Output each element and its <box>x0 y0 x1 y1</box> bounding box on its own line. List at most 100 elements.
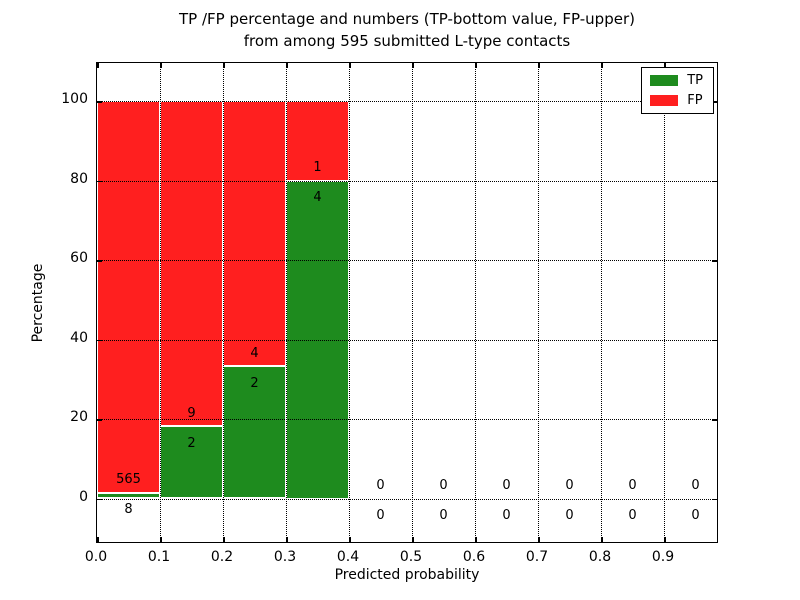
gridline-vertical <box>475 63 476 542</box>
gridline-horizontal <box>97 498 717 500</box>
tick-mark <box>712 498 717 500</box>
fp-count-label: 9 <box>187 405 196 421</box>
fp-count-label: 4 <box>250 345 259 361</box>
tick-mark <box>97 537 99 542</box>
tick-mark <box>664 63 666 68</box>
bar-fp-segment <box>160 101 223 427</box>
gridline-vertical <box>664 63 665 542</box>
tick-mark <box>97 419 102 421</box>
tick-mark <box>286 537 288 542</box>
tick-mark <box>97 63 99 68</box>
x-tick-label: 0.3 <box>273 549 297 565</box>
chart-title-line2: from among 595 submitted L-type contacts <box>243 32 571 50</box>
y-tick-label: 40 <box>70 329 88 346</box>
tick-mark <box>538 63 540 68</box>
bar-fp-segment <box>97 101 160 493</box>
legend-item-fp: FP <box>650 94 703 107</box>
tick-mark <box>349 537 351 542</box>
fp-count-label: 0 <box>691 478 700 493</box>
tick-mark <box>712 339 717 341</box>
gridline-horizontal <box>97 180 717 182</box>
tick-mark <box>712 101 717 103</box>
tick-mark <box>160 537 162 542</box>
x-tick-label: 0.9 <box>651 549 675 565</box>
tick-mark <box>664 537 666 542</box>
plot-area: 565 8 9 2 4 2 1 4 0 0 0 0 0 0 0 0 0 0 0 0 TP FP <box>96 62 718 543</box>
tick-mark <box>475 537 477 542</box>
gridline-horizontal <box>97 260 717 261</box>
tick-mark <box>712 180 717 182</box>
fp-count-label: 0 <box>628 478 637 493</box>
gridline-vertical <box>223 63 224 542</box>
gridline-vertical <box>160 63 161 542</box>
tick-mark <box>97 498 102 500</box>
tp-count-label: 2 <box>250 375 259 391</box>
tp-count-label: 0 <box>691 508 700 523</box>
y-tick-label: 20 <box>70 409 88 425</box>
x-tick-label: 0.2 <box>210 549 234 565</box>
y-tick-label: 80 <box>70 170 88 187</box>
y-tick-label: 0 <box>79 488 88 505</box>
legend-item-tp: TP <box>650 74 703 87</box>
bar-fp-segment <box>286 101 349 181</box>
gridline-vertical <box>538 63 539 542</box>
chart-title-line1: TP /FP percentage and numbers (TP-bottom… <box>179 10 635 28</box>
x-tick-label: 0.6 <box>462 549 486 565</box>
gridline-vertical <box>412 63 413 542</box>
tp-count-label: 0 <box>376 508 385 523</box>
tp-count-label: 2 <box>187 435 196 451</box>
tp-count-label: 0 <box>628 508 637 523</box>
tick-mark <box>412 63 414 68</box>
tick-mark <box>538 537 540 542</box>
gridline-horizontal <box>97 419 717 420</box>
fp-count-label: 1 <box>313 160 322 175</box>
tick-mark <box>412 537 414 542</box>
x-tick-label: 0.1 <box>147 549 171 565</box>
tick-mark <box>475 63 477 68</box>
gridline-vertical <box>601 63 602 542</box>
bar-fp-segment <box>223 101 286 367</box>
x-axis-label: Predicted probability <box>334 567 480 583</box>
tick-mark <box>349 63 351 68</box>
gridline-horizontal <box>97 339 717 341</box>
bar-tp-segment <box>223 366 286 499</box>
x-tick-label: 0.4 <box>336 549 360 565</box>
fp-count-label: 0 <box>439 478 448 493</box>
legend-label-fp: FP <box>687 93 703 108</box>
x-tick-label: 0.8 <box>588 549 612 565</box>
x-tick-label: 0.7 <box>525 549 549 565</box>
tp-count-label: 0 <box>439 508 448 523</box>
legend-label-tp: TP <box>687 73 703 88</box>
fp-count-label: 0 <box>502 478 511 493</box>
tp-count-label: 8 <box>124 502 133 518</box>
x-tick-label: 0.5 <box>399 549 423 565</box>
tick-mark <box>97 260 102 262</box>
fp-color-swatch <box>650 95 679 106</box>
tick-mark <box>97 180 102 182</box>
tp-color-swatch <box>650 75 679 86</box>
gridline-horizontal <box>97 101 717 102</box>
fp-count-label: 0 <box>376 478 385 493</box>
tp-count-label: 4 <box>313 190 322 205</box>
tick-mark <box>601 537 603 542</box>
y-tick-label: 60 <box>70 250 88 266</box>
bar-tp-segment <box>97 492 160 499</box>
tick-mark <box>601 63 603 68</box>
tick-mark <box>223 63 225 68</box>
tick-mark <box>223 537 225 542</box>
tick-mark <box>712 419 717 421</box>
tick-mark <box>97 101 102 103</box>
tick-mark <box>97 339 102 341</box>
tick-mark <box>286 63 288 68</box>
gridline-vertical <box>349 63 350 542</box>
tp-count-label: 0 <box>502 508 511 523</box>
tick-mark <box>160 63 162 68</box>
tick-mark <box>712 260 717 262</box>
gridline-vertical <box>286 63 287 542</box>
fp-count-label: 0 <box>565 478 574 493</box>
legend: TP FP <box>641 67 714 114</box>
tp-count-label: 0 <box>565 508 574 523</box>
fp-count-label: 565 <box>116 472 141 488</box>
x-tick-label: 0.0 <box>84 549 108 565</box>
